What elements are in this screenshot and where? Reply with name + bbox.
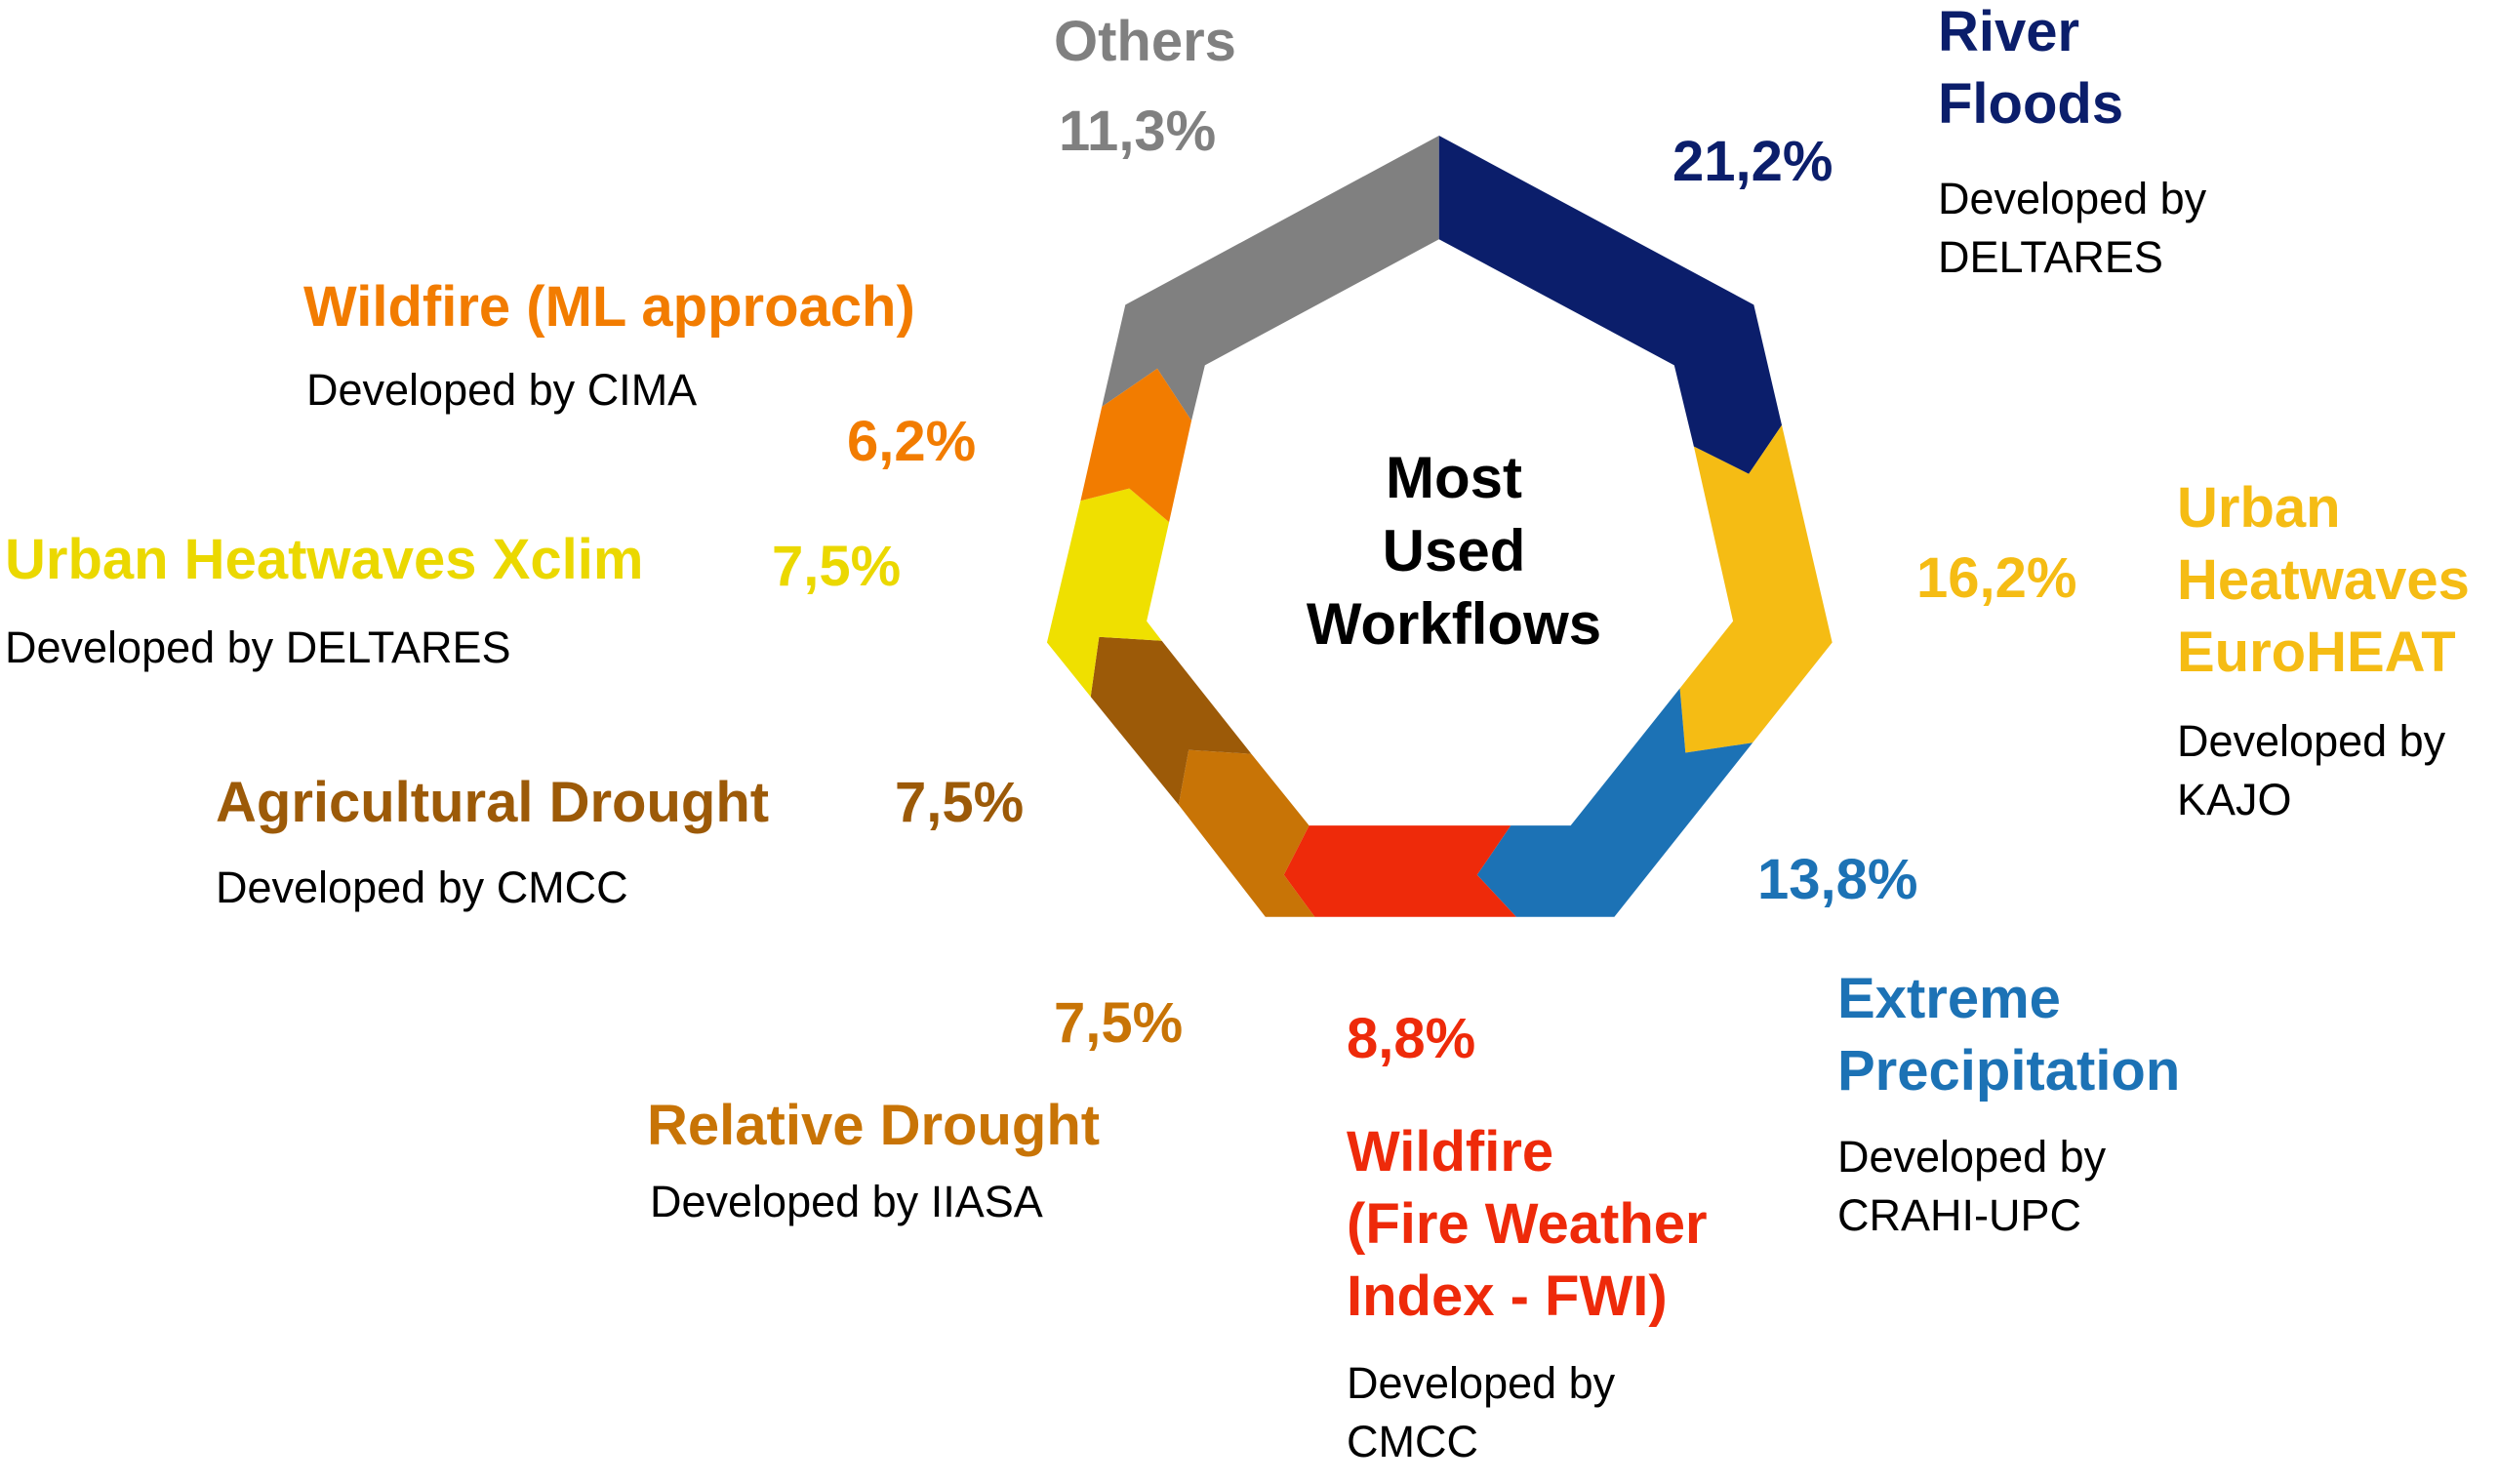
developer-agricultural-drought: Developed by CMCC — [216, 862, 628, 912]
segment-others — [1102, 136, 1439, 421]
segment-urban-heatwaves-euroheat — [1679, 424, 1833, 753]
developer-urban-heatwaves-euroheat: Developed by KAJO — [2177, 712, 2445, 829]
value-agricultural-drought: 7,5% — [895, 771, 1025, 834]
segment-extreme-precipitation — [1476, 688, 1753, 917]
label-line: River — [1938, 0, 2080, 63]
segment-river-floods — [1438, 136, 1783, 474]
label-urban-heatwaves-xclim: Urban Heatwaves Xclim — [5, 528, 644, 591]
label-agricultural-drought: Agricultural Drought — [216, 771, 770, 834]
ring-chart — [1046, 136, 1833, 917]
title-line: Used — [1382, 518, 1526, 583]
developer-line: Developed by — [1347, 1358, 1616, 1408]
developer-line: KAJO — [2177, 775, 2292, 824]
value-wildfire-fwi: 8,8% — [1347, 1007, 1476, 1070]
label-line: Index - FWI) — [1347, 1264, 1668, 1328]
value-wildfire-ml: 6,2% — [847, 410, 977, 473]
value-extreme-precipitation: 13,8% — [1757, 848, 1918, 911]
label-line: Urban — [2177, 476, 2341, 540]
developer-urban-heatwaves-xclim: Developed by DELTARES — [5, 622, 511, 672]
title-line: Most — [1386, 445, 1522, 510]
label-relative-drought: Relative Drought — [647, 1094, 1101, 1157]
label-extreme-precipitation: Extreme Precipitation — [1837, 963, 2180, 1107]
developer-line: DELTARES — [1938, 232, 2163, 282]
value-urban-heatwaves-xclim: 7,5% — [772, 535, 902, 598]
developer-line: Developed by — [1837, 1132, 2107, 1182]
developer-line: CRAHI-UPC — [1837, 1190, 2082, 1240]
label-line: (Fire Weather — [1347, 1192, 1708, 1256]
title-line: Workflows — [1306, 591, 1602, 657]
label-wildfire-ml: Wildfire (ML approach) — [303, 275, 915, 339]
value-relative-drought: 7,5% — [1054, 991, 1184, 1055]
label-line: Heatwaves — [2177, 548, 2470, 612]
value-river-floods: 21,2% — [1672, 130, 1833, 193]
segment-wildfire-ml — [1080, 368, 1192, 523]
label-line: Extreme — [1837, 967, 2061, 1030]
label-line: Floods — [1938, 72, 2124, 136]
segment-wildfire-fwi — [1283, 825, 1516, 917]
chart-title: Most Used Workflows — [1259, 441, 1649, 661]
label-urban-heatwaves-euroheat: Urban Heatwaves EuroHEAT — [2177, 472, 2470, 689]
label-line: Precipitation — [1837, 1039, 2181, 1103]
segment-agricultural-drought — [1090, 636, 1252, 805]
label-line: EuroHEAT — [2177, 621, 2456, 684]
segment-urban-heatwaves-xclim — [1046, 488, 1170, 698]
developer-relative-drought: Developed by IIASA — [650, 1177, 1043, 1226]
developer-wildfire-ml: Developed by CIMA — [306, 365, 698, 415]
value-others: 11,3% — [1059, 100, 1217, 163]
label-others: Others — [1054, 10, 1236, 73]
developer-extreme-precipitation: Developed by CRAHI-UPC — [1837, 1128, 2106, 1245]
developer-line: Developed by — [1938, 174, 2207, 223]
label-wildfire-fwi: Wildfire (Fire Weather Index - FWI) — [1347, 1116, 1708, 1333]
developer-wildfire-fwi: Developed by CMCC — [1347, 1354, 1615, 1471]
label-river-floods: River Floods — [1938, 0, 2123, 140]
label-line: Wildfire — [1347, 1120, 1554, 1183]
value-urban-heatwaves-euroheat: 16,2% — [1916, 546, 2077, 610]
developer-line: CMCC — [1347, 1417, 1478, 1466]
segment-relative-drought — [1178, 749, 1315, 917]
developer-line: Developed by — [2177, 716, 2446, 766]
developer-river-floods: Developed by DELTARES — [1938, 170, 2206, 287]
